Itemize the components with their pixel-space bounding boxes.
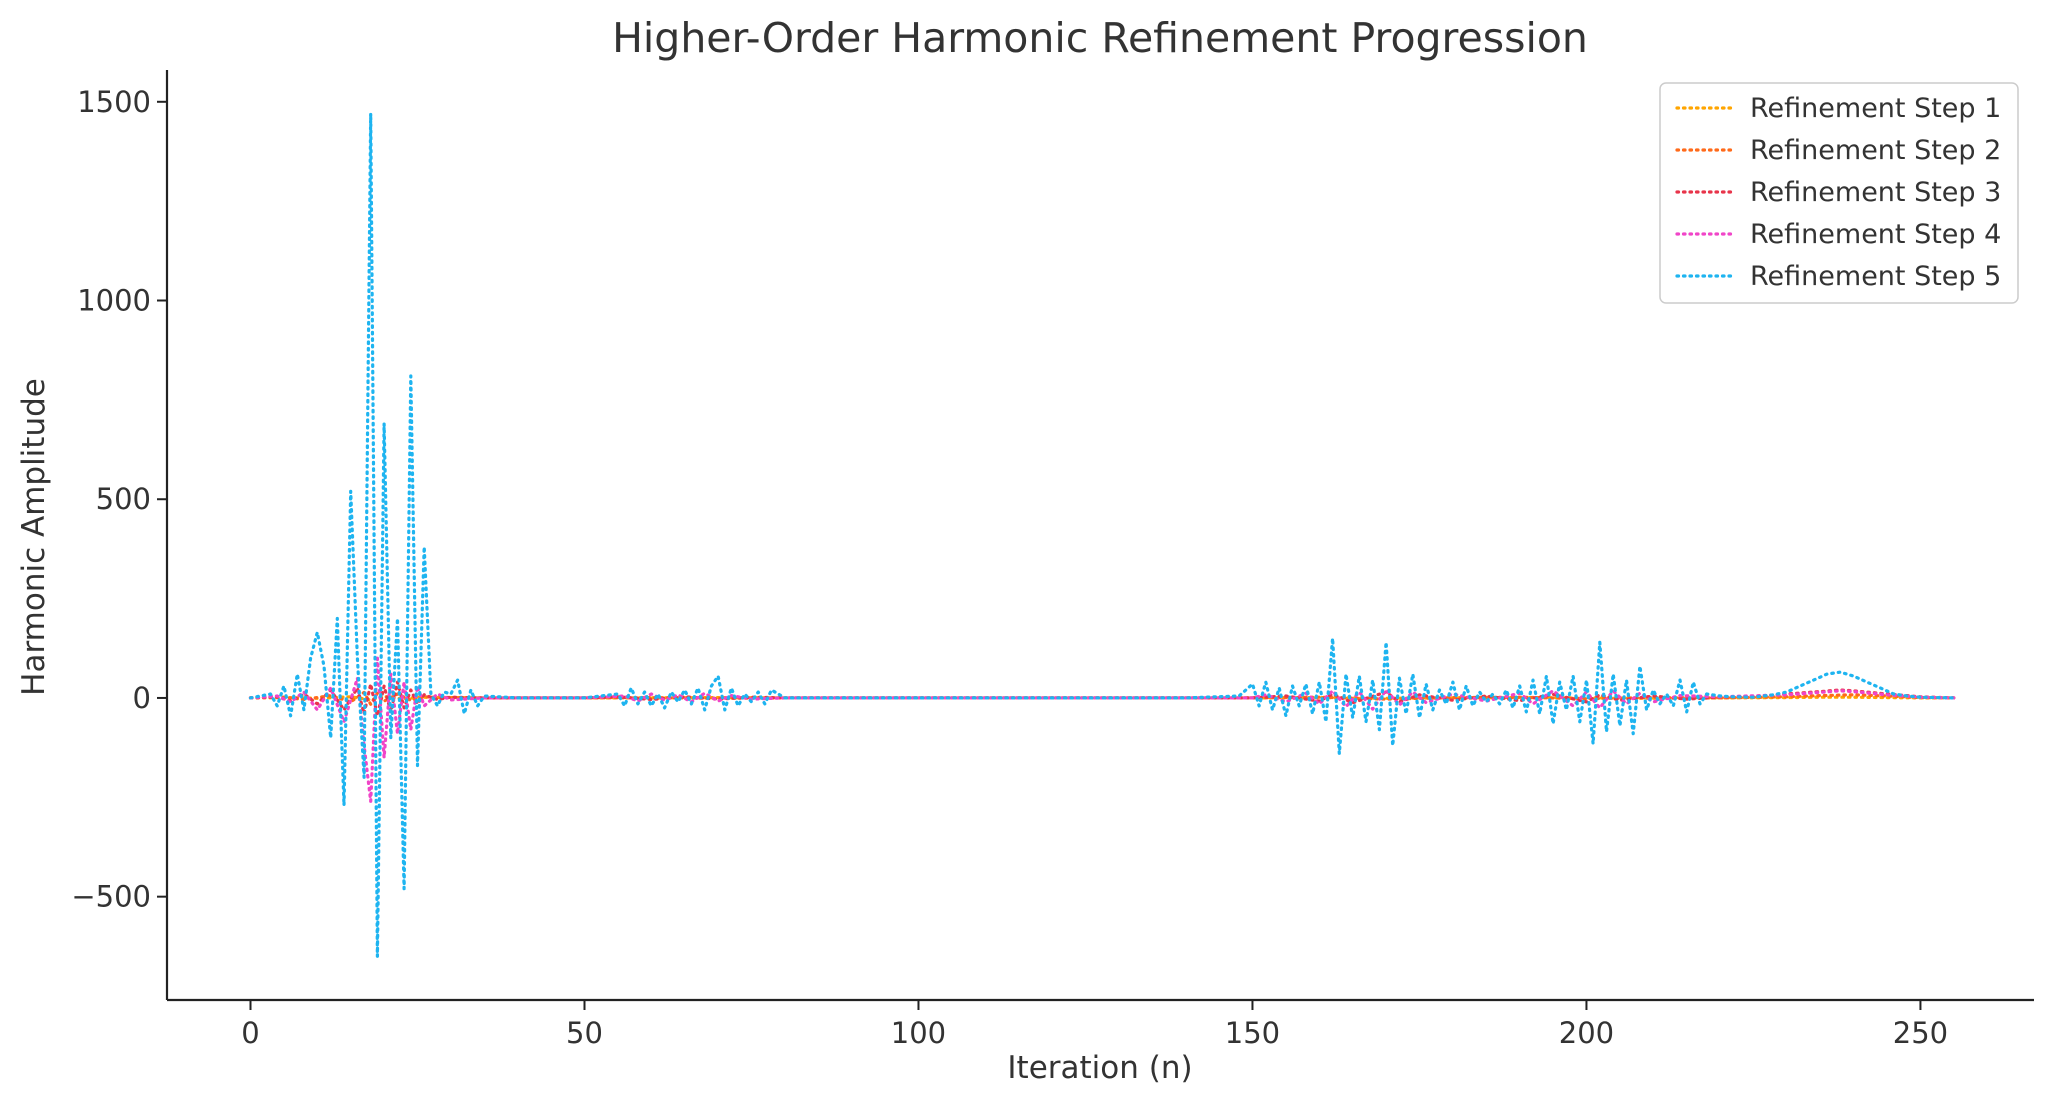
series-line-step-5 [248, 112, 1956, 958]
legend-item: Refinement Step 3 [1675, 177, 2001, 208]
chart-title: Higher-Order Harmonic Refinement Progres… [612, 14, 1588, 62]
y-tick-label: −500 [71, 880, 151, 914]
legend-label: Refinement Step 4 [1750, 219, 2001, 250]
x-axis-label: Iteration (n) [1007, 1050, 1192, 1086]
x-tick-label: 100 [891, 1016, 946, 1050]
x-tick-label: 200 [1559, 1016, 1614, 1050]
legend-frame [1659, 82, 2019, 304]
x-tick-label: 50 [566, 1016, 603, 1050]
legend-item: Refinement Step 2 [1675, 135, 2001, 166]
x-ticks: 0 50 100 150 200 250 [241, 1000, 1948, 1050]
legend-items: Refinement Step 1 Refinement Step 2 Refine… [1675, 93, 2001, 292]
legend-label: Refinement Step 5 [1750, 261, 2001, 292]
y-tick-label: 1500 [77, 85, 151, 119]
y-tick-label: 0 [133, 681, 151, 715]
x-tick-label: 0 [241, 1016, 259, 1050]
plot-area [248, 112, 1956, 958]
legend-label: Refinement Step 1 [1750, 93, 2001, 124]
y-axis-label: Harmonic Amplitude [16, 378, 52, 696]
legend-item: Refinement Step 1 [1675, 93, 2001, 124]
legend-label: Refinement Step 3 [1750, 177, 2001, 208]
y-tick-label: 1000 [77, 284, 151, 318]
y-ticks: −500 0 500 1000 1500 [71, 85, 167, 914]
legend-item: Refinement Step 5 [1675, 261, 2001, 292]
y-tick-label: 500 [96, 482, 151, 516]
series-line-step-4 [248, 656, 1956, 803]
legend-item: Refinement Step 4 [1675, 219, 2001, 250]
legend: Refinement Step 1 Refinement Step 2 Refine… [1659, 82, 2019, 304]
x-tick-label: 150 [1225, 1016, 1280, 1050]
x-tick-label: 250 [1893, 1016, 1948, 1050]
legend-label: Refinement Step 2 [1750, 135, 2001, 166]
